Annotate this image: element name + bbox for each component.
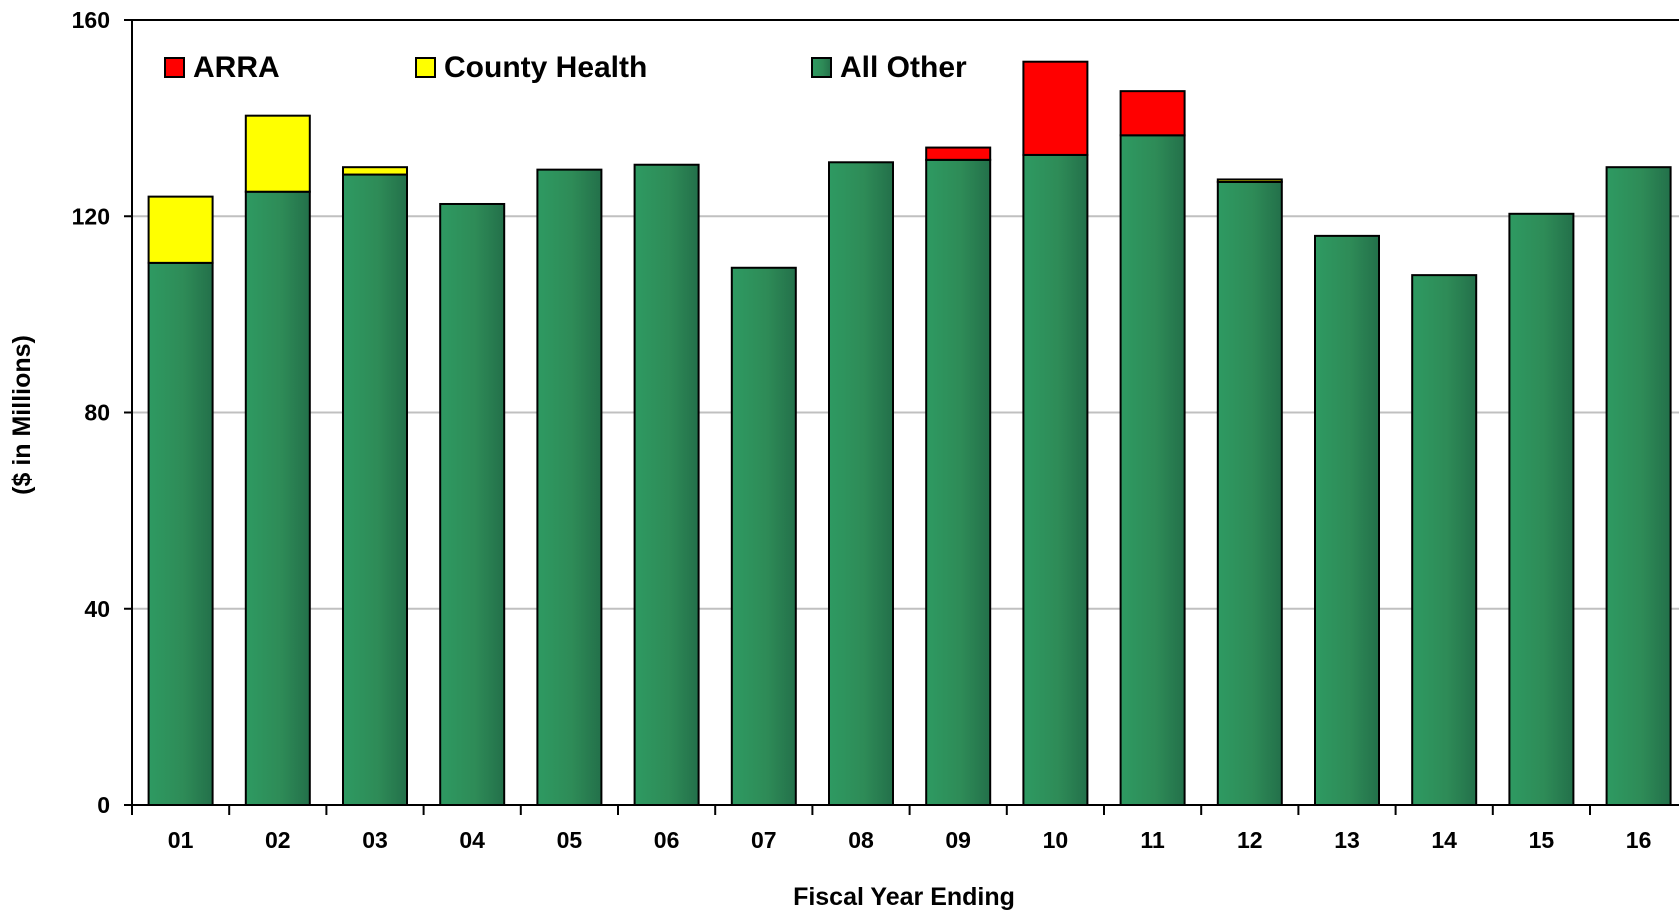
legend-label-county-health: County Health <box>444 51 647 84</box>
bar-all-other-16 <box>1605 166 1672 806</box>
bar-arra-11 <box>1119 90 1186 137</box>
bar-arra-09 <box>925 146 992 161</box>
bar-all-other-04 <box>439 202 506 806</box>
bar-all-other-11 <box>1119 134 1186 806</box>
y-tick-label: 40 <box>84 596 110 622</box>
bar-all-other-01 <box>147 261 214 806</box>
legend-swatch-county-health <box>415 57 436 78</box>
x-tick-label: 04 <box>459 827 485 853</box>
bar-all-other-12 <box>1216 180 1283 806</box>
bar-county-health-01 <box>147 195 214 264</box>
x-tick-label: 01 <box>168 827 194 853</box>
legend-swatch-all-other <box>811 57 832 78</box>
bar-county-health-03 <box>342 166 408 176</box>
legend-swatch-arra <box>164 57 185 78</box>
bar-arra-10 <box>1022 60 1089 156</box>
bar-all-other-08 <box>828 161 894 806</box>
legend-label-all-other: All Other <box>840 51 967 84</box>
y-tick-labels: 0 40 80 120 160 <box>72 7 110 818</box>
y-tick-label: 120 <box>72 203 110 229</box>
bar-county-health-02 <box>244 114 311 193</box>
y-tick-label: 0 <box>97 792 110 818</box>
bar-all-other-10 <box>1022 153 1089 806</box>
bar-county-health-12 <box>1216 178 1283 183</box>
x-tick-label: 14 <box>1431 827 1457 853</box>
bar-all-other-13 <box>1314 234 1380 806</box>
bar-all-other-06 <box>633 163 700 806</box>
bar-all-other-15 <box>1508 212 1575 806</box>
x-tick-label: 16 <box>1626 827 1652 853</box>
y-tick-label: 160 <box>72 7 110 33</box>
x-tick-label: 13 <box>1334 827 1360 853</box>
x-tick-labels: 01 02 03 04 05 06 07 08 09 10 11 12 13 14 15 16 <box>168 827 1652 853</box>
x-tick-label: 15 <box>1529 827 1555 853</box>
x-axis-title: Fiscal Year Ending <box>793 883 1015 911</box>
x-tick-label: 08 <box>848 827 874 853</box>
legend: ARRA County Health All Other <box>164 51 967 84</box>
x-tick-label: 07 <box>751 827 777 853</box>
bars <box>147 60 1672 806</box>
legend-label-arra: ARRA <box>193 51 280 84</box>
x-tick-label: 12 <box>1237 827 1263 853</box>
bar-all-other-07 <box>730 266 797 806</box>
x-tick-label: 02 <box>265 827 291 853</box>
bar-all-other-03 <box>342 173 408 806</box>
y-axis-title: ($ in Millions) <box>8 335 36 495</box>
bar-all-other-14 <box>1411 274 1478 806</box>
x-tick-label: 05 <box>557 827 583 853</box>
bar-all-other-09 <box>925 158 992 806</box>
x-tick-label: 06 <box>654 827 680 853</box>
x-tick-label: 10 <box>1043 827 1069 853</box>
bar-all-other-02 <box>244 190 311 806</box>
axes <box>124 19 1679 815</box>
x-tick-label: 11 <box>1140 827 1165 853</box>
x-tick-label: 03 <box>362 827 388 853</box>
y-tick-label: 80 <box>84 400 110 426</box>
x-tick-label: 09 <box>945 827 971 853</box>
bar-all-other-05 <box>536 168 603 806</box>
